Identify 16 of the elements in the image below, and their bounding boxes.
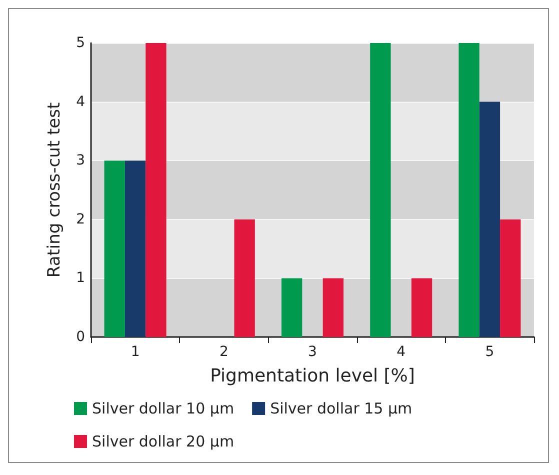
- legend-label: Silver dollar 10 µm: [92, 400, 234, 418]
- y-axis-title: Rating cross-cut test: [44, 102, 64, 278]
- x-tick-label: 4: [396, 344, 406, 360]
- y-tick-label: 3: [76, 152, 85, 169]
- legend-label: Silver dollar 15 µm: [270, 400, 412, 418]
- x-tick-label: 1: [130, 344, 140, 360]
- y-tick-label: 2: [76, 211, 85, 228]
- x-tick-label: 5: [485, 344, 494, 360]
- y-tick-label: 1: [76, 270, 85, 286]
- x-tick-label: 3: [308, 344, 317, 360]
- y-tick-label: 5: [76, 35, 85, 51]
- x-axis-title: Pigmentation level [%]: [210, 366, 415, 386]
- x-tick-label: 2: [219, 344, 228, 360]
- legend-label: Silver dollar 20 µm: [92, 432, 234, 450]
- y-tick-label: 4: [76, 94, 86, 110]
- y-tick-label: 0: [76, 329, 85, 345]
